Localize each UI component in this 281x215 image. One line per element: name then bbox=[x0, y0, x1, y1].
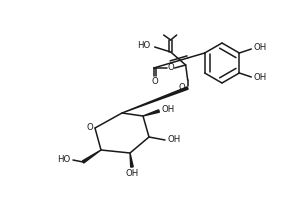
Text: O: O bbox=[87, 123, 93, 132]
Polygon shape bbox=[82, 150, 101, 163]
Text: O: O bbox=[178, 83, 185, 92]
Text: HO: HO bbox=[137, 41, 150, 51]
Text: OH: OH bbox=[125, 169, 139, 178]
Text: OH: OH bbox=[254, 43, 267, 52]
Polygon shape bbox=[122, 87, 188, 113]
Polygon shape bbox=[130, 153, 133, 167]
Text: O: O bbox=[151, 77, 158, 86]
Text: OH: OH bbox=[167, 135, 181, 144]
Text: HO: HO bbox=[57, 155, 71, 163]
Text: O: O bbox=[167, 63, 174, 72]
Text: OH: OH bbox=[254, 74, 267, 83]
Text: OH: OH bbox=[161, 106, 175, 115]
Polygon shape bbox=[143, 110, 159, 116]
